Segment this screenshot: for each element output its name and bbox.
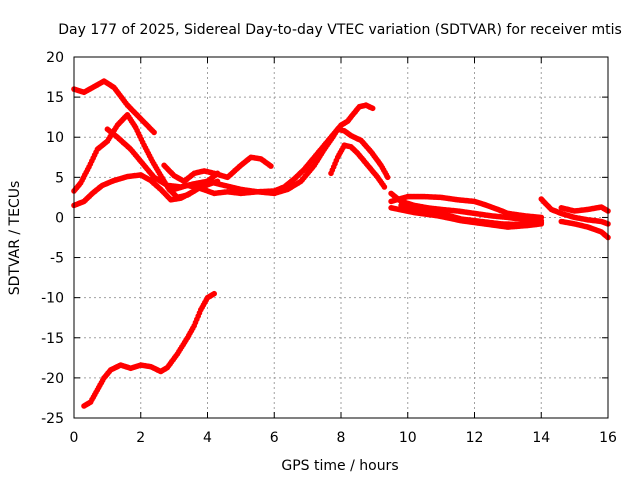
- y-tick-label: -15: [41, 331, 64, 347]
- y-tick-labels: -25 -20 -15 -10 -5 0 5 10 15 20: [41, 50, 64, 427]
- series-track-j: [388, 193, 545, 221]
- y-tick-label: 0: [55, 210, 64, 226]
- x-tick-label: 14: [532, 430, 550, 446]
- y-tick-label: 20: [46, 50, 64, 66]
- data-series: [71, 78, 611, 409]
- y-tick-label: -10: [41, 291, 64, 307]
- data-point: [538, 221, 545, 227]
- chart-title: Day 177 of 2025, Sidereal Day-to-day VTE…: [58, 22, 622, 38]
- series-track-o: [558, 218, 611, 241]
- plot-frame: [73, 56, 609, 419]
- x-tick-label: 16: [599, 430, 617, 446]
- y-tick-label: -25: [41, 411, 64, 427]
- data-point: [538, 214, 545, 221]
- series-track-l: [388, 205, 545, 230]
- series-track-p: [81, 290, 217, 409]
- y-tick-label: -20: [41, 371, 64, 387]
- x-tick-label: 2: [136, 430, 145, 446]
- x-tick-label: 0: [70, 430, 79, 446]
- series-track-h: [328, 142, 388, 190]
- data-point: [151, 129, 157, 136]
- x-axis-label: GPS time / hours: [281, 458, 398, 474]
- x-tick-label: 10: [399, 430, 417, 446]
- series-track-e: [161, 154, 274, 185]
- data-point: [211, 290, 217, 297]
- x-tick-labels: 0 2 4 6 8 10 12 14 16: [70, 430, 617, 446]
- data-point: [381, 184, 388, 190]
- series-track-a: [71, 78, 157, 136]
- x-tick-label: 4: [203, 430, 212, 446]
- y-tick-label: -5: [50, 251, 64, 267]
- data-point: [369, 105, 376, 112]
- x-tick-label: 12: [466, 430, 484, 446]
- data-point: [384, 174, 391, 181]
- series-track-n: [558, 204, 611, 214]
- series-track-m: [538, 196, 611, 227]
- y-tick-label: 10: [46, 130, 64, 146]
- data-point: [268, 163, 274, 169]
- x-tick-label: 8: [337, 430, 346, 446]
- x-tick-label: 6: [270, 430, 279, 446]
- y-axis-label: SDTVAR / TECUs: [7, 181, 23, 296]
- y-tick-label: 5: [55, 170, 64, 186]
- y-tick-label: 15: [46, 90, 64, 106]
- series-track-g: [271, 126, 391, 197]
- grid-lines: [74, 57, 608, 418]
